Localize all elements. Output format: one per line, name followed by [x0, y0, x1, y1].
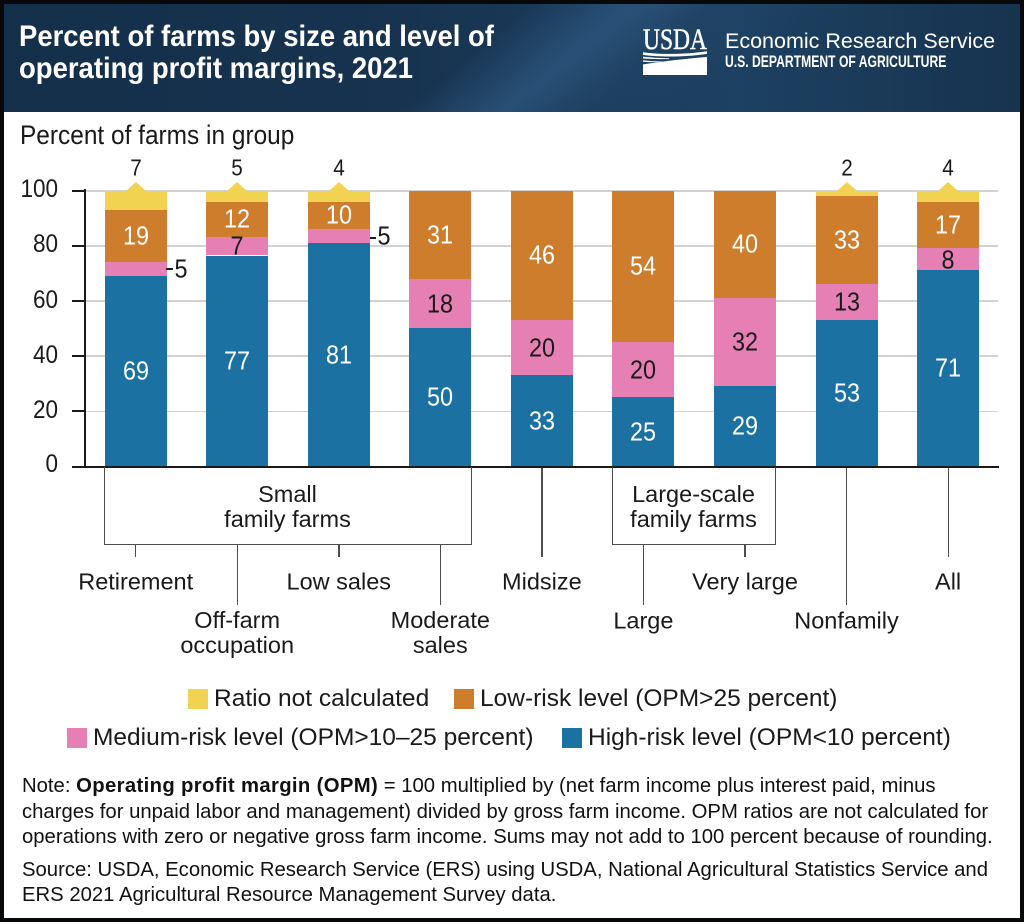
- svg-text:USDA: USDA: [643, 25, 707, 56]
